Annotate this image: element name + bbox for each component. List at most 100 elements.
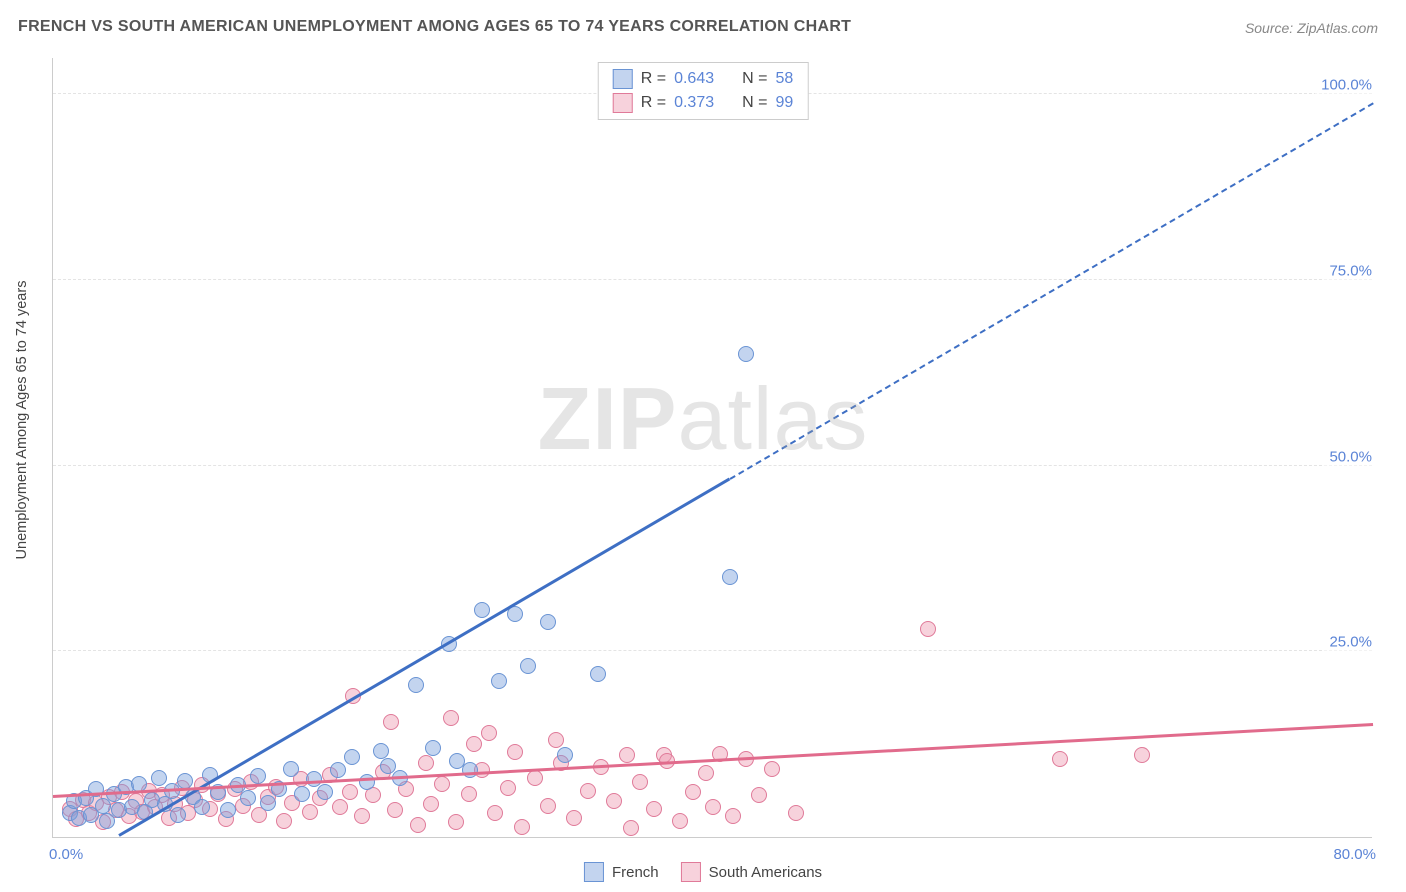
swatch-south-americans xyxy=(613,93,633,113)
data-point xyxy=(632,774,648,790)
data-point xyxy=(698,765,714,781)
swatch-french-icon xyxy=(584,862,604,882)
data-point xyxy=(685,784,701,800)
y-tick-label: 100.0% xyxy=(1315,77,1378,94)
gridline xyxy=(53,279,1372,280)
data-point xyxy=(507,744,523,760)
legend-item-south-americans: South Americans xyxy=(681,862,822,882)
data-point xyxy=(373,743,389,759)
data-point xyxy=(725,808,741,824)
data-point xyxy=(408,677,424,693)
y-tick-label: 75.0% xyxy=(1323,262,1378,279)
legend-label-south-americans: South Americans xyxy=(709,864,822,881)
r-label: R = xyxy=(641,94,666,112)
data-point xyxy=(342,784,358,800)
data-point xyxy=(738,346,754,362)
gridline xyxy=(53,465,1372,466)
data-point xyxy=(540,798,556,814)
data-point xyxy=(359,774,375,790)
data-point xyxy=(580,783,596,799)
data-point xyxy=(590,666,606,682)
data-point xyxy=(151,770,167,786)
data-point xyxy=(1052,751,1068,767)
data-point xyxy=(276,813,292,829)
data-point xyxy=(491,673,507,689)
data-point xyxy=(317,784,333,800)
data-point xyxy=(474,602,490,618)
data-point xyxy=(751,787,767,803)
data-point xyxy=(418,755,434,771)
data-point xyxy=(330,762,346,778)
chart-title: FRENCH VS SOUTH AMERICAN UNEMPLOYMENT AM… xyxy=(18,18,851,36)
data-point xyxy=(557,747,573,763)
series-legend: French South Americans xyxy=(584,862,822,882)
gridline xyxy=(53,650,1372,651)
data-point xyxy=(354,808,370,824)
data-point xyxy=(606,793,622,809)
data-point xyxy=(410,817,426,833)
swatch-french xyxy=(613,69,633,89)
data-point xyxy=(194,799,210,815)
n-label: N = xyxy=(742,70,767,88)
legend-row-south-americans: R = 0.373 N = 99 xyxy=(613,91,794,115)
r-value-south-americans: 0.373 xyxy=(674,94,714,112)
data-point xyxy=(306,771,322,787)
source-label: Source: ZipAtlas.com xyxy=(1245,20,1378,36)
data-point xyxy=(332,799,348,815)
data-point xyxy=(383,714,399,730)
data-point xyxy=(387,802,403,818)
data-point xyxy=(220,802,236,818)
data-point xyxy=(514,819,530,835)
data-point xyxy=(1134,747,1150,763)
chart-plot-area: 25.0%50.0%75.0%100.0%0.0%80.0% xyxy=(52,58,1372,838)
data-point xyxy=(520,658,536,674)
data-point xyxy=(425,740,441,756)
legend-label-french: French xyxy=(612,864,659,881)
data-point xyxy=(240,790,256,806)
data-point xyxy=(443,710,459,726)
data-point xyxy=(462,762,478,778)
trend-line xyxy=(729,103,1374,481)
r-label: R = xyxy=(641,70,666,88)
data-point xyxy=(423,796,439,812)
data-point xyxy=(170,807,186,823)
data-point xyxy=(722,569,738,585)
r-value-french: 0.643 xyxy=(674,70,714,88)
data-point xyxy=(623,820,639,836)
data-point xyxy=(283,761,299,777)
data-point xyxy=(548,732,564,748)
data-point xyxy=(260,795,276,811)
data-point xyxy=(646,801,662,817)
data-point xyxy=(788,805,804,821)
data-point xyxy=(250,768,266,784)
data-point xyxy=(566,810,582,826)
y-tick-label: 50.0% xyxy=(1323,448,1378,465)
data-point xyxy=(177,773,193,789)
x-tick-label: 0.0% xyxy=(49,846,83,863)
data-point xyxy=(344,749,360,765)
n-value-french: 58 xyxy=(775,70,793,88)
data-point xyxy=(434,776,450,792)
data-point xyxy=(500,780,516,796)
data-point xyxy=(764,761,780,777)
data-point xyxy=(619,747,635,763)
data-point xyxy=(448,814,464,830)
n-value-south-americans: 99 xyxy=(775,94,793,112)
data-point xyxy=(481,725,497,741)
swatch-south-americans-icon xyxy=(681,862,701,882)
data-point xyxy=(461,786,477,802)
legend-row-french: R = 0.643 N = 58 xyxy=(613,67,794,91)
data-point xyxy=(672,813,688,829)
data-point xyxy=(294,786,310,802)
data-point xyxy=(302,804,318,820)
correlation-legend: R = 0.643 N = 58 R = 0.373 N = 99 xyxy=(598,62,809,120)
data-point xyxy=(920,621,936,637)
legend-item-french: French xyxy=(584,862,659,882)
data-point xyxy=(705,799,721,815)
data-point xyxy=(487,805,503,821)
y-axis-label: Unemployment Among Ages 65 to 74 years xyxy=(14,281,30,560)
y-tick-label: 25.0% xyxy=(1323,634,1378,651)
n-label: N = xyxy=(742,94,767,112)
data-point xyxy=(540,614,556,630)
data-point xyxy=(466,736,482,752)
